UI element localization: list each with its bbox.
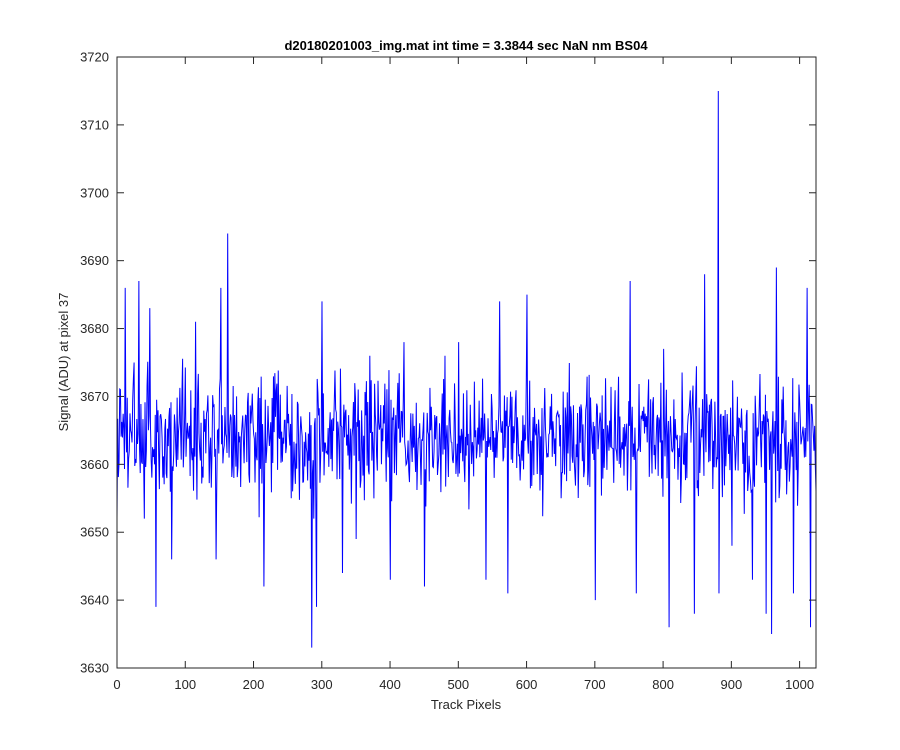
y-axis-label: Signal (ADU) at pixel 37 <box>56 293 71 432</box>
x-tick-label: 1000 <box>785 677 814 692</box>
x-axis-ticks: 0 100 200 300 400 500 600 700 800 900 1000 <box>113 57 814 692</box>
y-tick-label: 3700 <box>80 185 109 200</box>
x-tick-label: 400 <box>379 677 401 692</box>
y-tick-label: 3720 <box>80 50 109 65</box>
y-tick-label: 3640 <box>80 593 109 608</box>
plot-box <box>116 56 817 669</box>
x-axis-label: Track Pixels <box>431 697 502 712</box>
y-axis-ticks: 3630 3640 3650 3660 3670 3680 3690 3700 3710 3720 <box>80 50 816 676</box>
x-tick-label: 100 <box>174 677 196 692</box>
x-tick-label: 500 <box>447 677 469 692</box>
x-tick-label: 300 <box>311 677 333 692</box>
x-tick-label: 600 <box>516 677 538 692</box>
y-tick-label: 3650 <box>80 525 109 540</box>
x-tick-label: 0 <box>113 677 120 692</box>
y-tick-label: 3630 <box>80 661 109 676</box>
y-tick-label: 3680 <box>80 321 109 336</box>
x-tick-label: 700 <box>584 677 606 692</box>
x-tick-label: 800 <box>652 677 674 692</box>
plot-area <box>117 57 816 668</box>
signal-series-line <box>116 90 817 648</box>
y-tick-label: 3670 <box>80 389 109 404</box>
x-tick-label: 200 <box>243 677 265 692</box>
y-tick-label: 3660 <box>80 457 109 472</box>
x-tick-label: 900 <box>721 677 743 692</box>
y-tick-label: 3690 <box>80 253 109 268</box>
chart-title: d20180201003_img.mat int time = 3.3844 s… <box>284 38 648 53</box>
y-tick-label: 3710 <box>80 117 109 132</box>
